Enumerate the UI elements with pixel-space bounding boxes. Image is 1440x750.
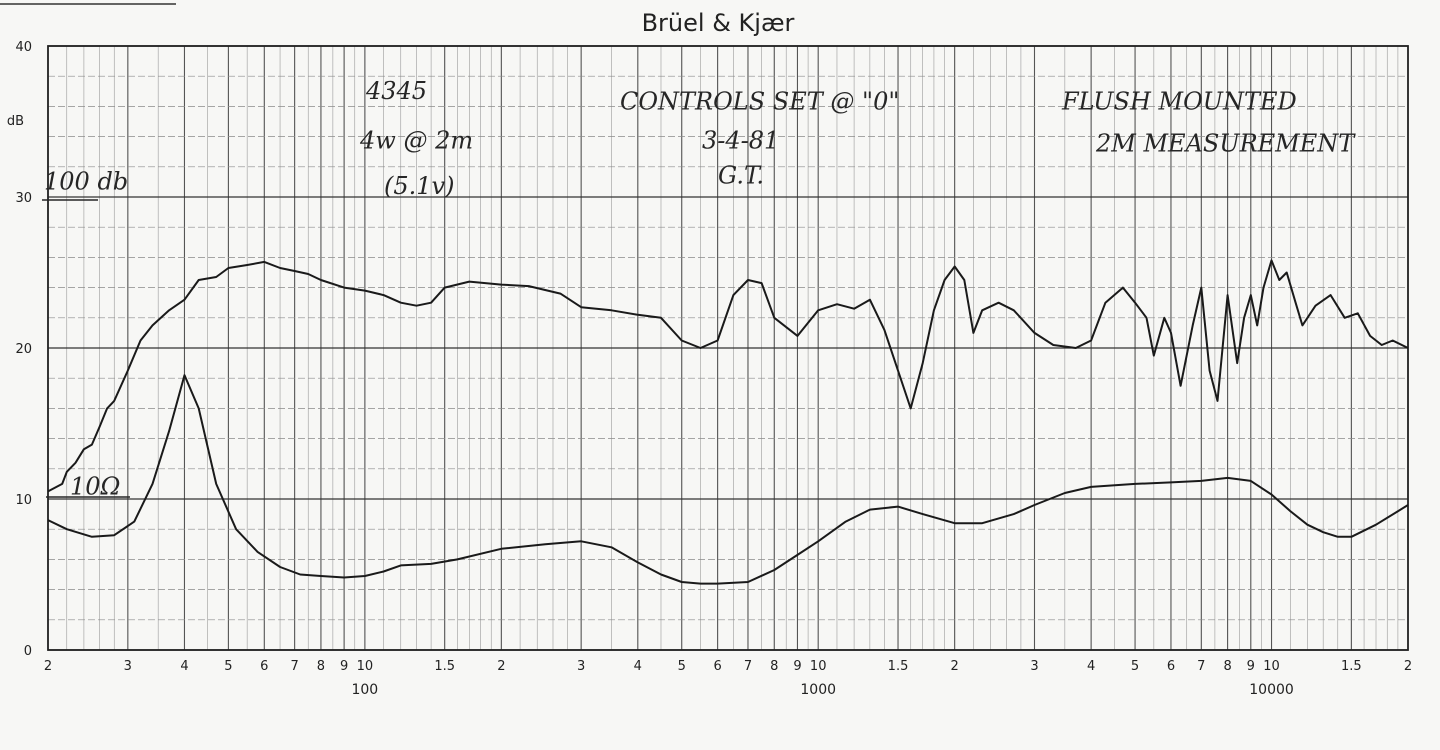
x-decade-label: 100 [351, 682, 378, 698]
x-tick-label: 7 [744, 659, 752, 674]
x-tick-label: 3 [1030, 659, 1038, 674]
x-tick-label: 3 [577, 659, 585, 674]
x-tick-label: 2 [1404, 659, 1412, 674]
x-tick-label: 6 [260, 659, 268, 674]
x-tick-label: 7 [291, 659, 299, 674]
x-tick-label: 1.5 [434, 659, 455, 674]
x-tick-label: 2 [497, 659, 505, 674]
x-tick-label: 6 [713, 659, 721, 674]
x-tick-label: 8 [317, 659, 325, 674]
annotation-text: 2M MEASUREMENT [1095, 130, 1356, 158]
y-tick-label: 0 [24, 644, 32, 659]
x-tick-label: 4 [634, 659, 642, 674]
x-tick-label: 6 [1167, 659, 1175, 674]
impedance-line [47, 374, 1409, 585]
annotation-text: 100 db [44, 167, 128, 195]
x-decade-label: 1000 [800, 682, 836, 698]
x-tick-label: 9 [793, 659, 801, 674]
x-tick-label: 10 [1263, 659, 1280, 674]
annotation-text: CONTROLS SET @ "0" [620, 87, 899, 115]
y-tick-label: 40 [15, 40, 32, 55]
plot-series [47, 259, 1409, 585]
annotation-text: 3-4-81 [702, 127, 779, 155]
x-tick-label: 4 [180, 659, 188, 674]
x-tick-label: 1.5 [888, 659, 909, 674]
x-tick-label: 10 [357, 659, 374, 674]
annotation-text: 4w @ 2m [359, 127, 473, 155]
x-tick-label: 8 [1223, 659, 1231, 674]
x-tick-label: 9 [1247, 659, 1255, 674]
annotation-text: 4345 [365, 77, 427, 105]
y-tick-label: 10 [15, 493, 32, 508]
x-tick-label: 5 [224, 659, 232, 674]
x-tick-label: 1.5 [1341, 659, 1362, 674]
annotation-text: 10Ω [70, 472, 120, 500]
x-tick-label: 7 [1197, 659, 1205, 674]
x-tick-label: 2 [44, 659, 52, 674]
x-tick-label: 8 [770, 659, 778, 674]
x-tick-label: 5 [1131, 659, 1139, 674]
annotation-text: (5.1v) [384, 172, 454, 200]
spl-response-line [47, 259, 1409, 493]
chart-brand: Brüel & Kjær [642, 9, 795, 37]
x-tick-label: 9 [340, 659, 348, 674]
x-tick-label: 3 [124, 659, 132, 674]
x-tick-label: 4 [1087, 659, 1095, 674]
y-tick-label: 30 [15, 191, 32, 206]
x-tick-label: 10 [810, 659, 827, 674]
x-tick-label: 5 [678, 659, 686, 674]
x-decade-label: 10000 [1249, 682, 1294, 698]
handwritten-annotations: 4345 4w @ 2m (5.1v) CONTROLS SET @ "0" 3-4-8… [42, 77, 1356, 500]
y-axis-label: dB [7, 114, 24, 129]
annotation-text: G.T. [718, 161, 764, 189]
annotation-text: FLUSH MOUNTED [1061, 87, 1297, 115]
x-tick-label: 2 [951, 659, 959, 674]
y-tick-label: 20 [15, 342, 32, 357]
